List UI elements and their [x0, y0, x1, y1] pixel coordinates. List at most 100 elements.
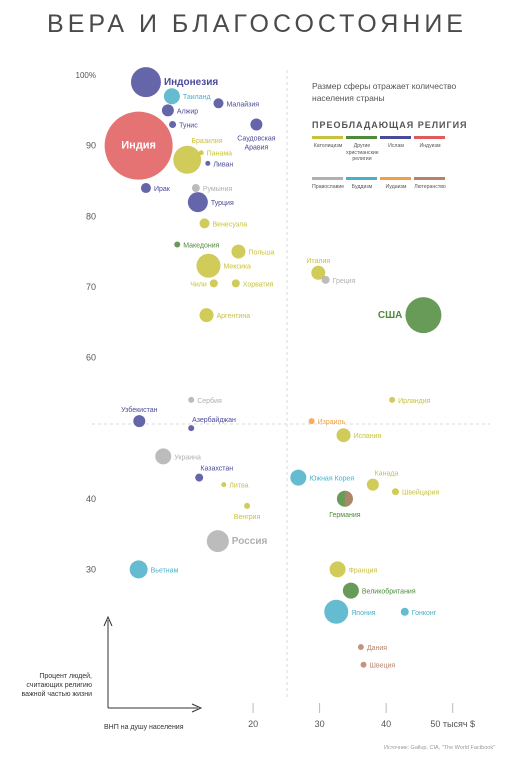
y-tick-label: 70 [86, 282, 96, 292]
legend-swatch-lutheran [414, 177, 445, 180]
y-tick-label: 40 [86, 494, 96, 504]
label-литва: Литва [229, 483, 248, 490]
point-индонезия [130, 67, 161, 98]
source-note: Источник: Gallup, CIA, "The World Factbo… [384, 745, 496, 751]
point-малайзия [213, 98, 224, 109]
label-алжир: Алжир [177, 108, 198, 115]
legend-swatch-catholic [312, 136, 343, 139]
point-азербайджан [188, 425, 195, 432]
point-венесуэла [199, 218, 210, 229]
label-италия: Италия [306, 258, 330, 265]
label-турция: Турция [211, 200, 234, 207]
y-tick-label: 60 [86, 353, 96, 363]
point-казахстан [195, 473, 204, 482]
point-саудовская-аравия [250, 118, 263, 131]
points-layer: Индонезия Таиланд Малайзия Алжир Тунис Саудов… [104, 67, 442, 670]
label-румыния: Румыния [203, 186, 233, 193]
y-axis-title: Процент людей, считающих религию важной … [21, 673, 93, 698]
label-панама: Панама [207, 151, 232, 158]
point-швеция [360, 661, 367, 668]
point-хорватия [231, 279, 240, 288]
label-таиланд: Таиланд [183, 94, 211, 101]
legend-label-judaism: Иудаизм [385, 184, 407, 190]
point-германия-half [344, 490, 353, 507]
label-израиль: Израиль [318, 419, 346, 426]
y-tick-label: 80 [86, 211, 96, 221]
x-tick-label: 40 [381, 719, 391, 729]
label-швеция: Швеция [370, 663, 396, 670]
point-ирландия [389, 396, 396, 403]
label-япония: Япония [351, 610, 376, 617]
label-тунис: Тунис [179, 122, 198, 129]
x-axis-title: ВНП на душу населения [104, 724, 184, 731]
label-сша: США [378, 310, 403, 321]
legend-swatch-islam [380, 136, 411, 139]
point-бразилия [173, 145, 202, 174]
point-польша [231, 244, 246, 259]
point-украина [155, 448, 172, 465]
label-македония: Македония [183, 243, 219, 250]
label-чили: Чили [190, 281, 207, 288]
point-литва [221, 482, 227, 488]
label-южная-корея: Южная Корея [309, 476, 354, 483]
point-венгрия [244, 502, 251, 509]
legend-swatch-hinduism [414, 136, 445, 139]
label-гонконг: Гонконг [412, 610, 437, 617]
label-узбекистан: Узбекистан [121, 406, 158, 414]
label-ливан: Ливан [213, 161, 233, 168]
point-швейцария [391, 488, 399, 496]
point-панама [198, 150, 204, 156]
point-вьетнам [129, 560, 148, 579]
y-axis-arrowhead [103, 615, 113, 627]
legend-heading: ПРЕОБЛАДАЮЩАЯ РЕЛИГИЯ [312, 120, 468, 130]
legend-label-lutheran: Лютеранство [414, 184, 446, 190]
label-сербия: Сербия [197, 397, 222, 405]
y-tick-label: 100% [76, 71, 96, 80]
legend-label-catholic: Католицизм [313, 143, 343, 149]
label-ирландия: Ирландия [398, 398, 431, 405]
point-ирак [140, 183, 151, 194]
page-title: ВЕРА И БЛАГОСОСТОЯНИЕ [47, 10, 467, 38]
point-алжир [161, 104, 174, 117]
x-tick-label: 50 тысяч $ [430, 719, 475, 729]
point-сша [405, 297, 442, 334]
label-канада: Канада [375, 471, 399, 478]
label-ирак: Ирак [154, 186, 171, 193]
point-македония [174, 241, 181, 248]
label-индия: Индия [121, 140, 156, 152]
label-германия: Германия [329, 512, 361, 519]
point-сербия [188, 396, 195, 403]
point-индия [104, 111, 173, 180]
legend-note: Размер сферы отражает количество населен… [312, 81, 457, 103]
point-россия [206, 530, 229, 553]
label-вьетнам: Вьетнам [151, 567, 179, 574]
legend-label-orthodox: Православие [312, 184, 345, 190]
legend-swatch-buddhism [346, 177, 377, 180]
label-греция: Греция [333, 278, 356, 285]
point-гонконг [400, 607, 409, 616]
axes-layer: 100% 90 80 70 60 40 30 20 30 40 50 тысяч $ [76, 70, 490, 729]
label-украина: Украина [174, 454, 201, 461]
label-индонезия: Индонезия [164, 77, 218, 88]
point-япония [324, 599, 349, 624]
point-канада [366, 478, 379, 491]
label-бразилия: Бразилия [191, 138, 222, 145]
point-таиланд [163, 88, 180, 105]
point-мексика [196, 253, 221, 278]
legend-label-islam: Ислам [388, 143, 404, 149]
x-axis-arrowhead [191, 703, 203, 713]
label-мексика: Мексика [223, 264, 251, 271]
x-tick-label: 20 [248, 719, 258, 729]
label-испания: Испания [354, 433, 382, 440]
legend-label-buddhism: Буддизм [351, 184, 373, 190]
point-италия [311, 265, 326, 280]
label-швейцария: Швейцария [402, 489, 440, 497]
point-чили [209, 279, 218, 288]
point-турция [187, 192, 208, 213]
label-польша: Польша [248, 250, 274, 257]
y-tick-label: 30 [86, 564, 96, 574]
point-дания [357, 644, 364, 651]
y-tick-label: 90 [86, 141, 96, 151]
label-аргентина: Аргентина [217, 313, 251, 320]
